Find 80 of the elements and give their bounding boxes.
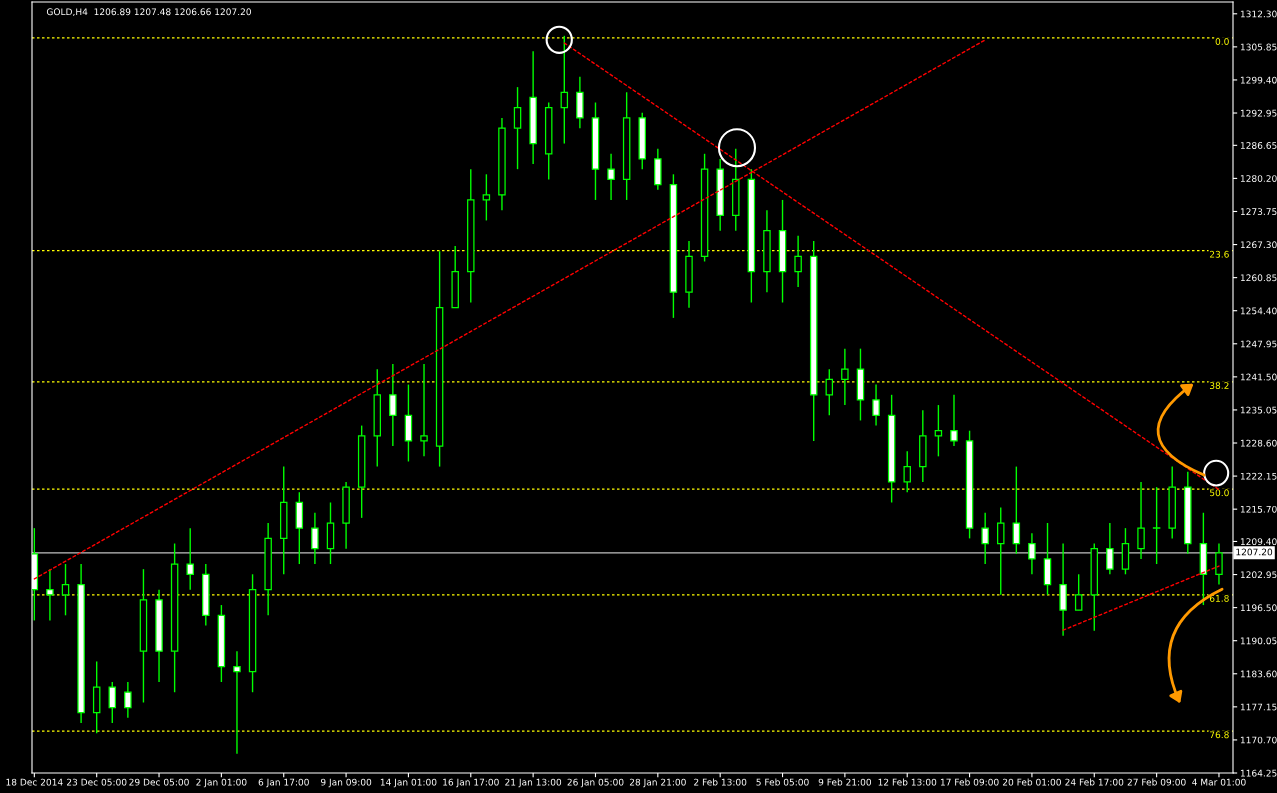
annotation: 38.2: [1209, 382, 1229, 389]
annotation: 76.8: [1210, 731, 1229, 739]
y-tick-label: 1280.20: [1240, 175, 1277, 182]
candlestick: [513, 86, 522, 170]
candlestick: [108, 681, 117, 724]
x-tick-label: 23 Dec 05:00: [66, 778, 127, 786]
x-tick-label: 17 Feb 09:00: [940, 778, 999, 786]
x-tick-label: 16 Jan 17:00: [443, 778, 499, 788]
candlestick: [825, 368, 834, 417]
candlestick: [872, 383, 880, 427]
y-tick-label: 1196.50: [1240, 604, 1277, 612]
annotation: 23.6: [1209, 250, 1229, 258]
y-tick-label: 1222.15: [1240, 472, 1277, 480]
candlestick: [311, 512, 319, 565]
x-tick-label: 14 Jan 01:00: [380, 778, 437, 788]
annotation: 50.0: [1209, 489, 1229, 497]
ref-line-label: 1207.20: [1236, 548, 1273, 556]
candlestick: [1074, 573, 1083, 611]
y-tick-label: 1228.60: [1240, 439, 1277, 447]
x-tick-label: 2 Feb 13:00: [694, 778, 747, 786]
x-tick-label: 18 Dec 2014: [6, 778, 63, 786]
candlestick: [420, 363, 428, 458]
y-tick-label: 1177.15: [1240, 703, 1277, 711]
x-tick-label: 5 Feb 05:00: [756, 778, 809, 786]
y-tick-label: 1305.85: [1240, 43, 1277, 51]
x-tick-label: 6 Jan 17:00: [258, 778, 309, 788]
candlestick: [981, 512, 989, 565]
y-tick-label: 1209.40: [1240, 538, 1277, 546]
y-tick-label: 1170.70: [1240, 736, 1277, 744]
candlestick: [841, 347, 849, 406]
x-tick-label: 28 Jan 21:00: [629, 778, 686, 788]
candlestick: [124, 681, 132, 719]
y-tick-label: 1260.85: [1240, 274, 1277, 282]
y-tick-label: 1299.40: [1240, 76, 1277, 84]
y-tick-label: 1247.95: [1240, 340, 1277, 348]
x-tick-label: 9 Feb 21:00: [818, 778, 872, 786]
y-tick-label: 1273.75: [1240, 208, 1277, 216]
candlestick: [1106, 522, 1114, 575]
x-tick-label: 9 Jan 09:00: [320, 778, 372, 788]
y-tick-label: 1254.40: [1240, 307, 1277, 315]
candlestick: [1215, 542, 1223, 586]
y-tick-label: 1183.60: [1240, 670, 1277, 678]
x-tick-label: 12 Feb 13:00: [878, 778, 937, 786]
candlestick: [560, 35, 569, 145]
y-tick-label: 1215.70: [1240, 505, 1277, 513]
candlestick: [950, 394, 958, 447]
y-tick-label: 1267.30: [1240, 241, 1277, 249]
x-tick-label: 24 Feb 17:00: [1065, 778, 1124, 786]
y-tick-label: 1241.50: [1240, 373, 1277, 381]
candlestick: [46, 568, 54, 622]
candlestick: [934, 404, 943, 458]
x-tick-label: 4 Mar 01:00: [1192, 778, 1246, 786]
text: GOLD,H4 1206.89 1207.48 1206.66 1207.20: [46, 8, 251, 17]
y-tick-label: 1190.05: [1240, 637, 1277, 645]
candlestick: [61, 563, 70, 617]
candlestick: [233, 650, 241, 755]
y-tick-label: 1235.05: [1240, 406, 1277, 414]
y-tick-label: 1312.30: [1240, 10, 1277, 18]
y-tick-label: 1202.95: [1240, 571, 1277, 579]
candlestick: [1012, 465, 1021, 555]
annotation: 0.0: [1215, 38, 1229, 45]
candlestick: [186, 527, 194, 591]
x-tick-label: 21 Jan 13:00: [505, 778, 562, 788]
x-tick-label: 29 Dec 05:00: [129, 778, 189, 786]
candlestick: [997, 506, 1005, 596]
x-tick-label: 20 Feb 01:00: [1002, 778, 1061, 786]
candlestick: [482, 173, 491, 222]
y-tick-label: 1292.95: [1240, 109, 1277, 117]
x-tick-label: 2 Jan 01:00: [196, 778, 247, 788]
candlestick: [1028, 532, 1036, 575]
candlestick: [903, 450, 911, 493]
candlestick: [389, 363, 397, 447]
x-tick-label: 26 Jan 05:00: [567, 778, 624, 788]
candlestick: [607, 153, 615, 201]
y-tick-label: 1164.25: [1240, 769, 1277, 777]
x-tick-label: 27 Feb 09:00: [1127, 778, 1186, 786]
y-tick-label: 1286.65: [1240, 142, 1277, 149]
candlestick: [1152, 486, 1161, 565]
candlestick: [1137, 481, 1145, 560]
candlestick: [794, 235, 802, 288]
